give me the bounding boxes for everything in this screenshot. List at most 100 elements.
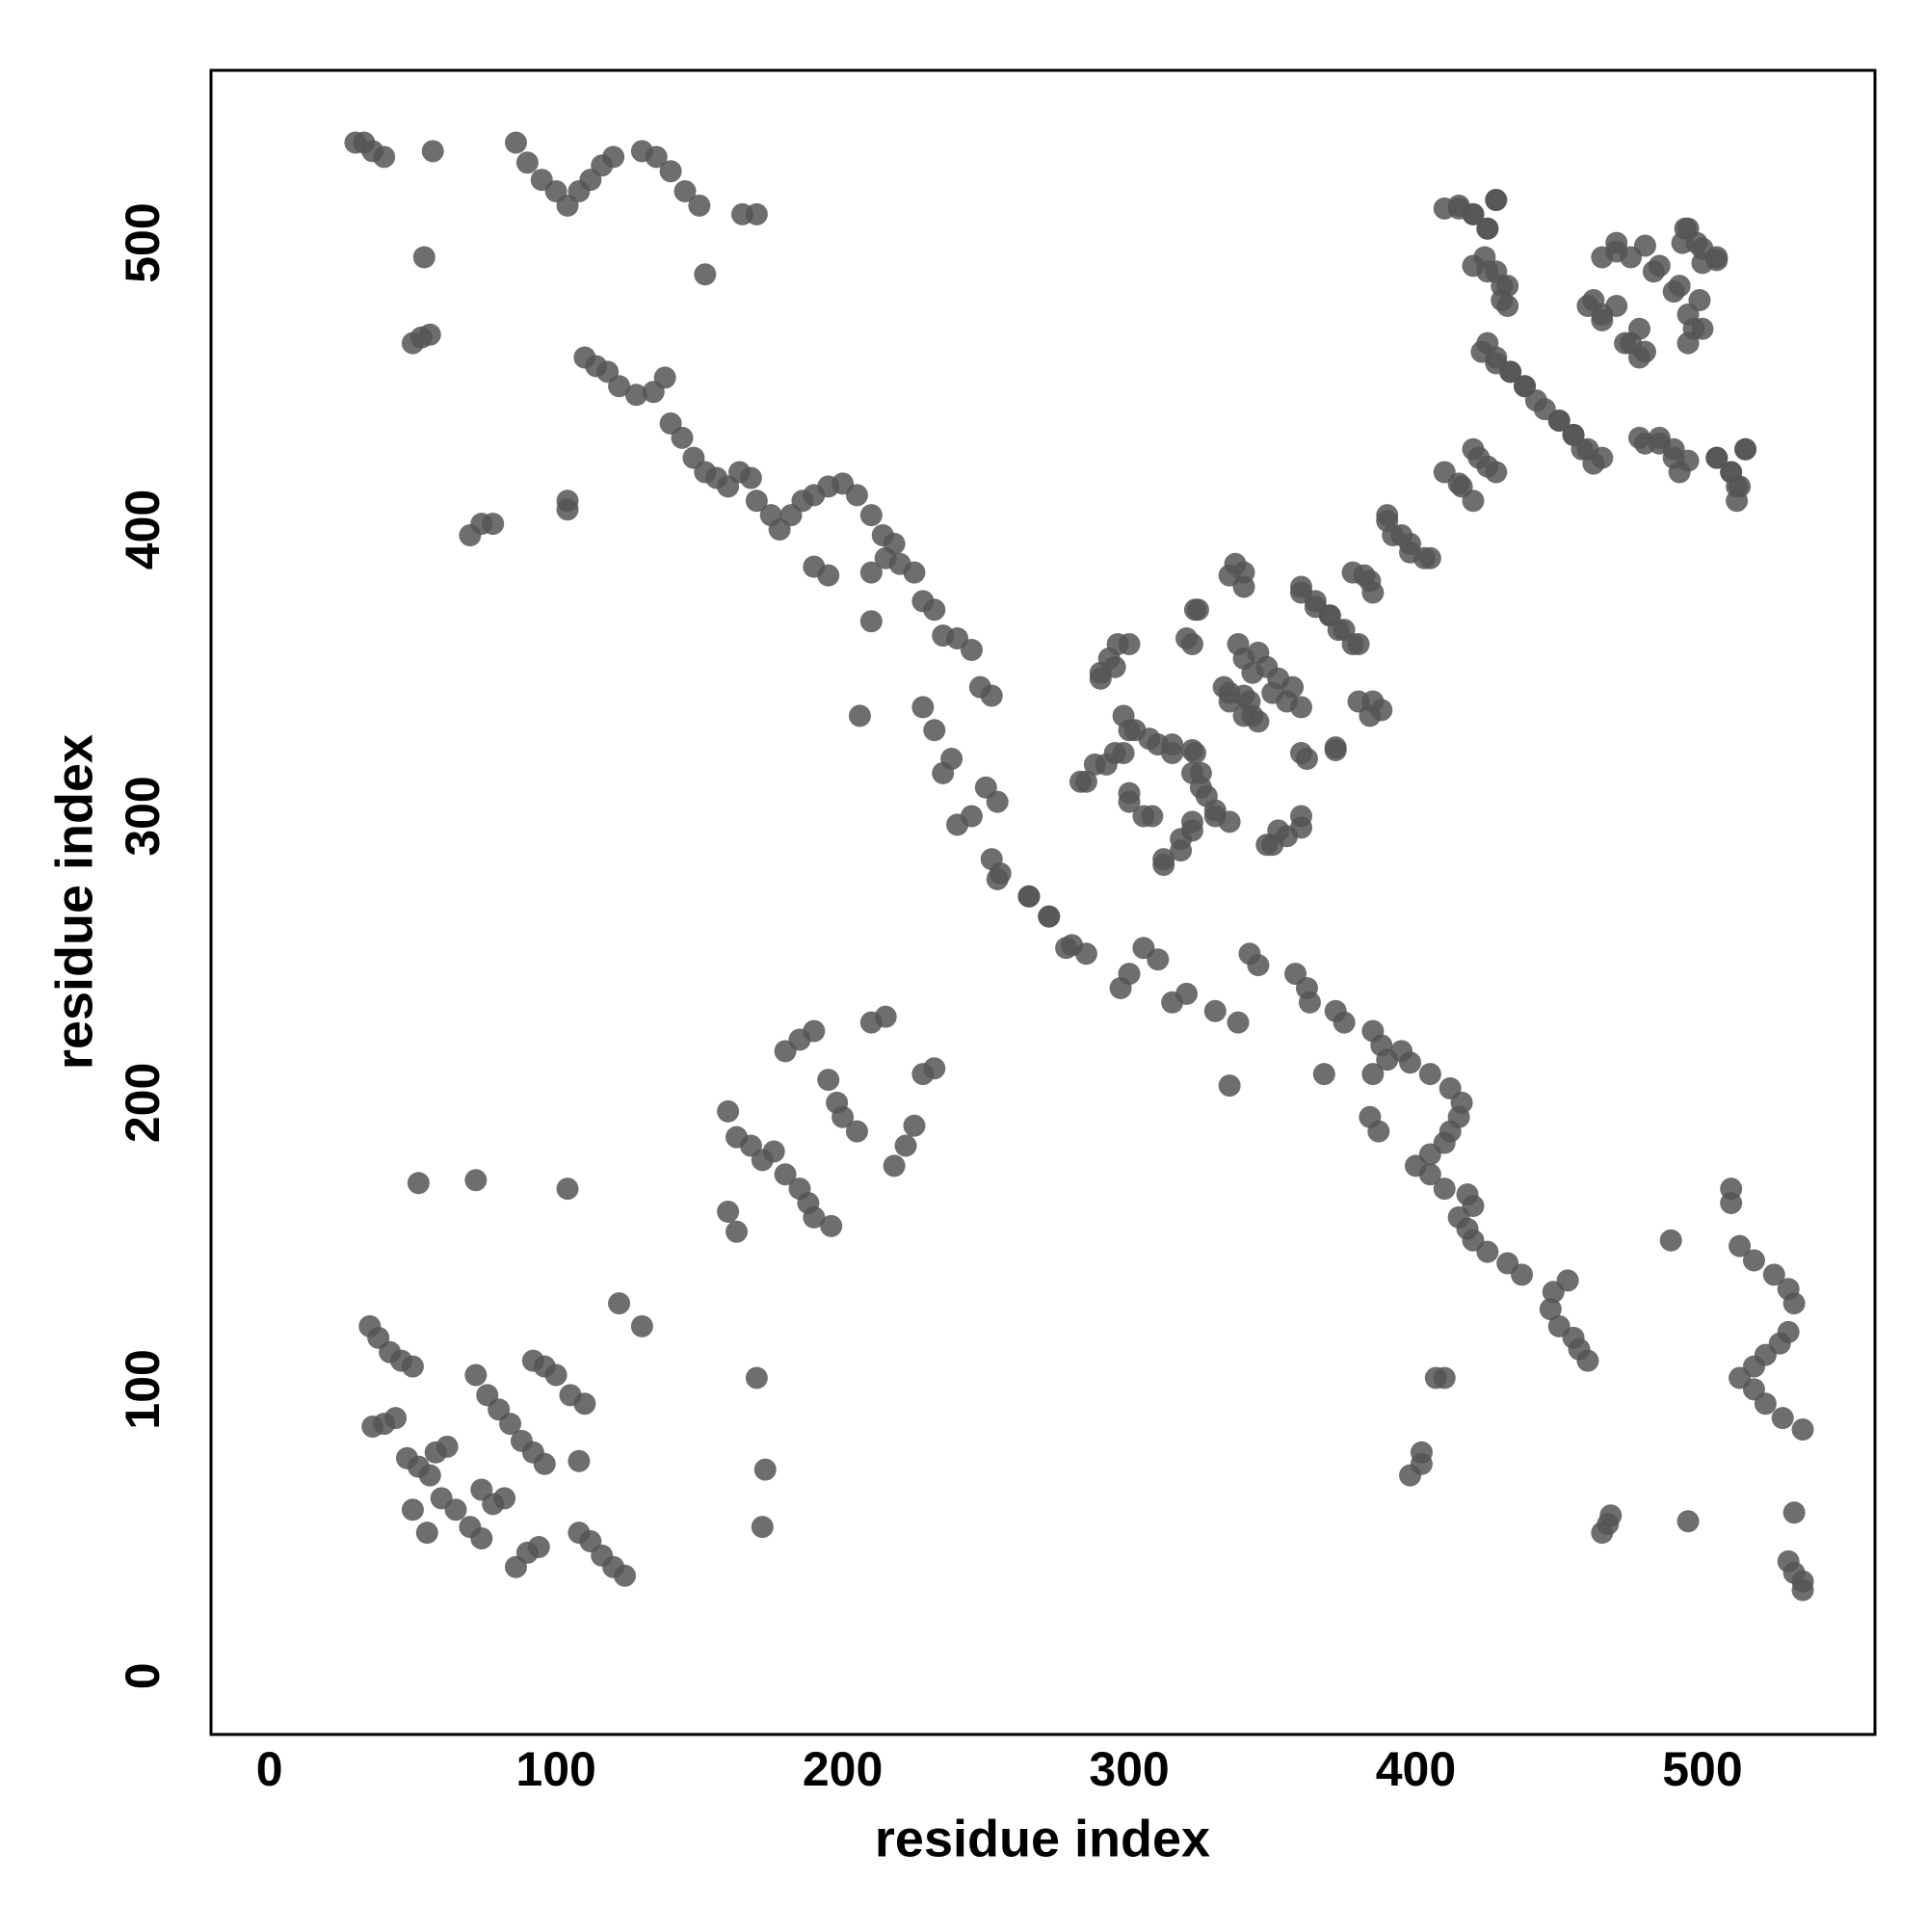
- point: [1218, 1074, 1241, 1098]
- point: [608, 375, 631, 398]
- point: [803, 1205, 826, 1229]
- point: [803, 1019, 826, 1043]
- point: [436, 1435, 459, 1458]
- point: [817, 564, 840, 587]
- point: [1341, 561, 1364, 584]
- point: [1118, 790, 1141, 813]
- point: [1691, 237, 1714, 260]
- point: [688, 194, 711, 217]
- point: [401, 1498, 424, 1522]
- x-axis-label: residue index: [875, 1810, 1210, 1867]
- point: [903, 1114, 926, 1137]
- point: [1473, 246, 1496, 269]
- point: [1161, 991, 1184, 1014]
- point: [1648, 432, 1671, 455]
- point: [1418, 546, 1441, 569]
- point: [1450, 475, 1473, 498]
- point: [817, 1069, 840, 1092]
- point: [820, 1214, 843, 1237]
- point: [407, 1172, 430, 1195]
- point: [1359, 569, 1382, 593]
- point: [845, 1120, 868, 1143]
- point: [1290, 805, 1313, 828]
- point: [1290, 575, 1313, 598]
- point: [1112, 704, 1135, 728]
- point: [482, 513, 505, 536]
- point: [717, 1200, 740, 1223]
- point: [1038, 905, 1061, 928]
- point: [1547, 409, 1571, 432]
- point: [653, 366, 676, 389]
- point: [1582, 289, 1605, 312]
- point: [1347, 690, 1370, 713]
- point: [1447, 197, 1470, 220]
- point: [774, 1163, 797, 1186]
- point: [859, 610, 883, 633]
- y-tick-label: 100: [116, 1349, 170, 1429]
- point: [1224, 552, 1247, 575]
- y-axis-label: residue index: [45, 734, 103, 1070]
- point: [1418, 1063, 1441, 1086]
- y-tick-label: 500: [116, 202, 170, 282]
- point: [1238, 690, 1261, 713]
- point: [1627, 346, 1650, 369]
- point: [753, 1458, 777, 1481]
- point: [1376, 510, 1399, 533]
- point: [1083, 753, 1106, 776]
- point: [630, 1314, 653, 1337]
- point: [573, 1392, 596, 1416]
- point: [874, 1005, 897, 1028]
- point: [470, 1527, 493, 1550]
- x-tick-label: 500: [1662, 1742, 1742, 1796]
- point: [412, 246, 436, 269]
- point: [1284, 963, 1307, 986]
- point: [911, 696, 935, 719]
- point: [1614, 331, 1637, 355]
- point: [1599, 1504, 1623, 1527]
- point: [544, 1363, 568, 1387]
- point: [1295, 747, 1318, 770]
- point: [1267, 819, 1290, 842]
- point: [1562, 423, 1585, 446]
- point: [1227, 632, 1250, 655]
- point: [1424, 1366, 1447, 1389]
- point: [493, 1487, 516, 1510]
- point: [1017, 885, 1041, 908]
- point: [1227, 1011, 1250, 1034]
- point: [848, 704, 871, 728]
- point: [1633, 234, 1656, 257]
- point: [739, 466, 762, 490]
- point: [1627, 426, 1650, 449]
- point: [980, 684, 1003, 707]
- point: [1676, 1510, 1700, 1533]
- point: [673, 180, 697, 203]
- point: [418, 323, 441, 346]
- point: [624, 384, 647, 407]
- point: [745, 202, 768, 225]
- point: [1791, 1418, 1814, 1442]
- plot-frame: [209, 68, 1877, 1736]
- point: [1467, 446, 1491, 469]
- point: [1659, 1229, 1682, 1252]
- point: [384, 1407, 408, 1430]
- point: [1668, 275, 1691, 298]
- point: [1106, 632, 1129, 655]
- x-tick-label: 300: [1089, 1742, 1169, 1796]
- point: [1267, 667, 1290, 690]
- y-tick-label: 400: [116, 490, 170, 569]
- point: [717, 1099, 740, 1123]
- point: [1729, 1234, 1752, 1257]
- point: [1496, 1252, 1519, 1275]
- point: [1642, 260, 1665, 283]
- point: [1361, 1063, 1385, 1086]
- point: [986, 790, 1009, 813]
- point: [1433, 1178, 1456, 1201]
- point: [1771, 1407, 1794, 1430]
- x-tick-label: 100: [515, 1742, 595, 1796]
- point: [1180, 810, 1203, 834]
- point: [1359, 1105, 1382, 1128]
- point: [464, 1363, 488, 1387]
- point: [1485, 461, 1508, 484]
- point: [1183, 742, 1206, 765]
